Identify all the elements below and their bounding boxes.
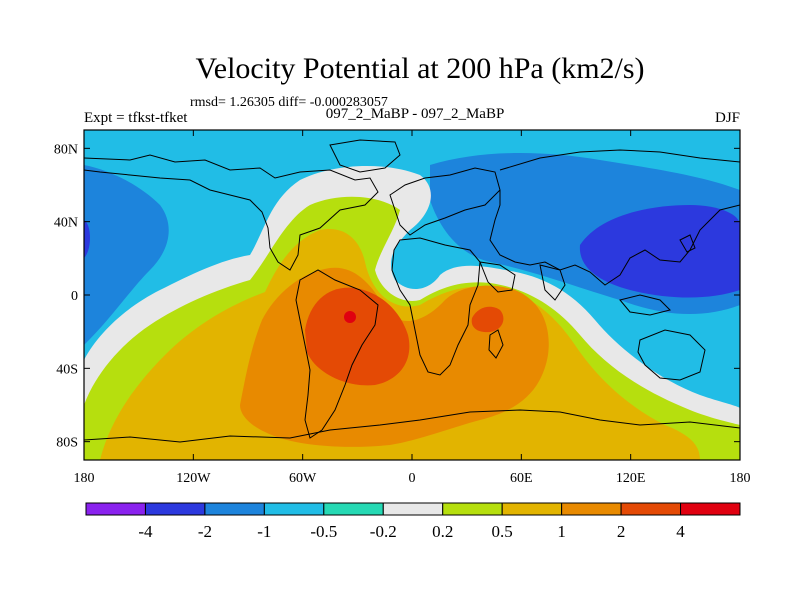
x-tick-label: 0 <box>409 471 416 486</box>
center-subtitle: 097_2_MaBP - 097_2_MaBP <box>325 106 505 122</box>
x-tick-label: 60E <box>510 471 533 486</box>
colorbar-swatch <box>263 502 325 516</box>
colorbar-swatch <box>501 502 563 516</box>
contour-core-epac <box>84 220 90 258</box>
x-axis: 180 120W 60W 0 60E 120E 180 <box>74 130 751 486</box>
x-tick-label: 120W <box>176 471 211 486</box>
x-tick-label: 180 <box>730 471 751 486</box>
contour-neg-west <box>84 165 169 345</box>
right-subtitle: DJF <box>714 110 740 126</box>
colorbar-label: 0.5 <box>492 522 513 541</box>
colorbar-label: 1 <box>557 522 566 541</box>
colorbar-swatch <box>144 502 206 516</box>
colorbar-swatch <box>85 502 146 516</box>
colorbar-swatch <box>323 502 384 516</box>
colorbar-label: 4 <box>676 522 685 541</box>
colorbar-label: -1 <box>257 522 271 541</box>
coastlines <box>84 139 740 443</box>
colorbar-label: 2 <box>617 522 626 541</box>
colorbar-label: -0.2 <box>370 522 397 541</box>
stats-text: rmsd= 1.26305 diff= -0.000283057 <box>190 95 388 110</box>
colorbar-swatch <box>442 502 503 516</box>
left-subtitle: Expt = tfkst-tfket <box>84 110 188 126</box>
colorbar: -4 -2 -1 -0.5 -0.2 0.2 0.5 1 2 4 <box>85 502 741 541</box>
colorbar-swatch <box>680 502 741 516</box>
map-area <box>84 130 740 460</box>
x-tick-label: 120E <box>616 471 646 486</box>
y-tick-label: 40N <box>54 216 78 231</box>
chart-title: Velocity Potential at 200 hPa (km2/s) <box>195 52 645 85</box>
colorbar-label: -0.5 <box>310 522 337 541</box>
y-tick-label: 0 <box>71 289 78 304</box>
y-tick-label: 80N <box>54 142 78 157</box>
colorbar-label: -4 <box>138 522 153 541</box>
colorbar-swatch <box>620 502 682 516</box>
y-axis: 80N 40N 0 40S 80S <box>54 142 740 451</box>
y-tick-label: 40S <box>56 362 78 377</box>
colorbar-swatch <box>561 502 622 516</box>
contour-max-red <box>344 311 356 323</box>
colorbar-label: -2 <box>198 522 212 541</box>
x-tick-label: 60W <box>289 471 317 486</box>
x-tick-label: 180 <box>74 471 95 486</box>
colorbar-swatch <box>382 502 444 516</box>
colorbar-label: 0.2 <box>432 522 453 541</box>
colorbar-swatch <box>204 502 265 516</box>
contour-pos-redorange-io <box>471 306 504 333</box>
contour-pos-redorange <box>305 287 410 386</box>
y-tick-label: 80S <box>56 436 78 451</box>
